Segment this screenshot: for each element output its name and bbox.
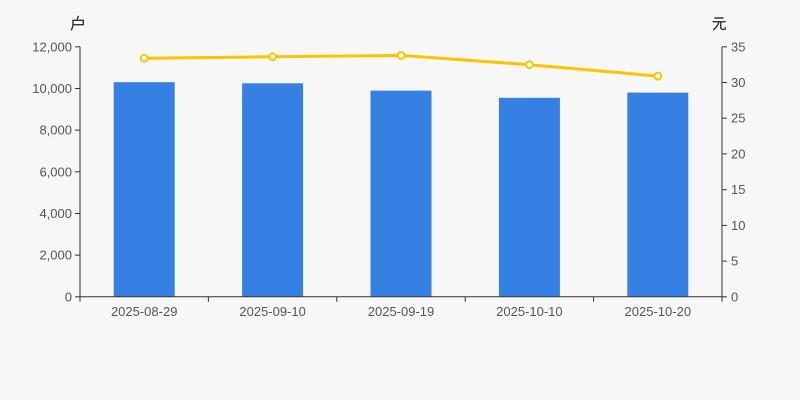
yuan-glyph-strokes bbox=[712, 17, 726, 31]
y-left-tick-label: 4,000 bbox=[39, 206, 72, 221]
right-axis-unit-yuan-glyph bbox=[712, 17, 726, 31]
y-right-tick-label: 30 bbox=[731, 75, 745, 90]
line-point[interactable] bbox=[525, 60, 534, 70]
x-category-label: 2025-08-29 bbox=[111, 304, 178, 319]
y-left-tick-label: 10,000 bbox=[32, 81, 72, 96]
x-category-label: 2025-09-19 bbox=[368, 304, 435, 319]
bar-series bbox=[113, 82, 689, 297]
bar[interactable] bbox=[370, 90, 432, 297]
y-left-tick-label: 12,000 bbox=[32, 39, 72, 54]
y-right-tick-label: 5 bbox=[731, 254, 738, 269]
y-left-tick-label: 2,000 bbox=[39, 248, 72, 263]
line-point[interactable] bbox=[268, 52, 278, 62]
hu-glyph-strokes bbox=[70, 15, 84, 31]
bar[interactable] bbox=[113, 82, 175, 297]
y-axis-left: 0 2,000 4,000 6,000 8,000 10,000 12,000 bbox=[32, 39, 81, 304]
x-axis: 2025-08-29 2025-09-10 2025-09-19 2025-10-10… bbox=[79, 296, 723, 319]
left-axis-unit-hu-glyph bbox=[70, 15, 84, 31]
y-right-tick-label: 10 bbox=[731, 218, 745, 233]
y-right-tick-label: 0 bbox=[731, 289, 738, 304]
bar[interactable] bbox=[498, 97, 560, 297]
line-point[interactable] bbox=[139, 53, 149, 63]
x-category-label: 2025-10-10 bbox=[496, 304, 563, 319]
y-right-tick-label: 25 bbox=[731, 111, 745, 126]
y-axis-right: 0 5 10 15 20 25 30 35 bbox=[721, 39, 745, 304]
y-left-tick-label: 0 bbox=[65, 289, 72, 304]
y-right-tick-label: 20 bbox=[731, 146, 745, 161]
y-left-tick-label: 6,000 bbox=[39, 164, 72, 179]
bar[interactable] bbox=[242, 83, 304, 297]
bar[interactable] bbox=[627, 92, 689, 297]
y-left-tick-label: 8,000 bbox=[39, 123, 72, 138]
line-series bbox=[139, 51, 663, 81]
x-category-label: 2025-10-20 bbox=[625, 304, 692, 319]
y-right-tick-label: 15 bbox=[731, 182, 745, 197]
line-point[interactable] bbox=[396, 51, 406, 60]
line-point[interactable] bbox=[653, 71, 663, 81]
y-right-tick-label: 35 bbox=[731, 39, 745, 54]
x-category-label: 2025-09-10 bbox=[239, 304, 306, 319]
